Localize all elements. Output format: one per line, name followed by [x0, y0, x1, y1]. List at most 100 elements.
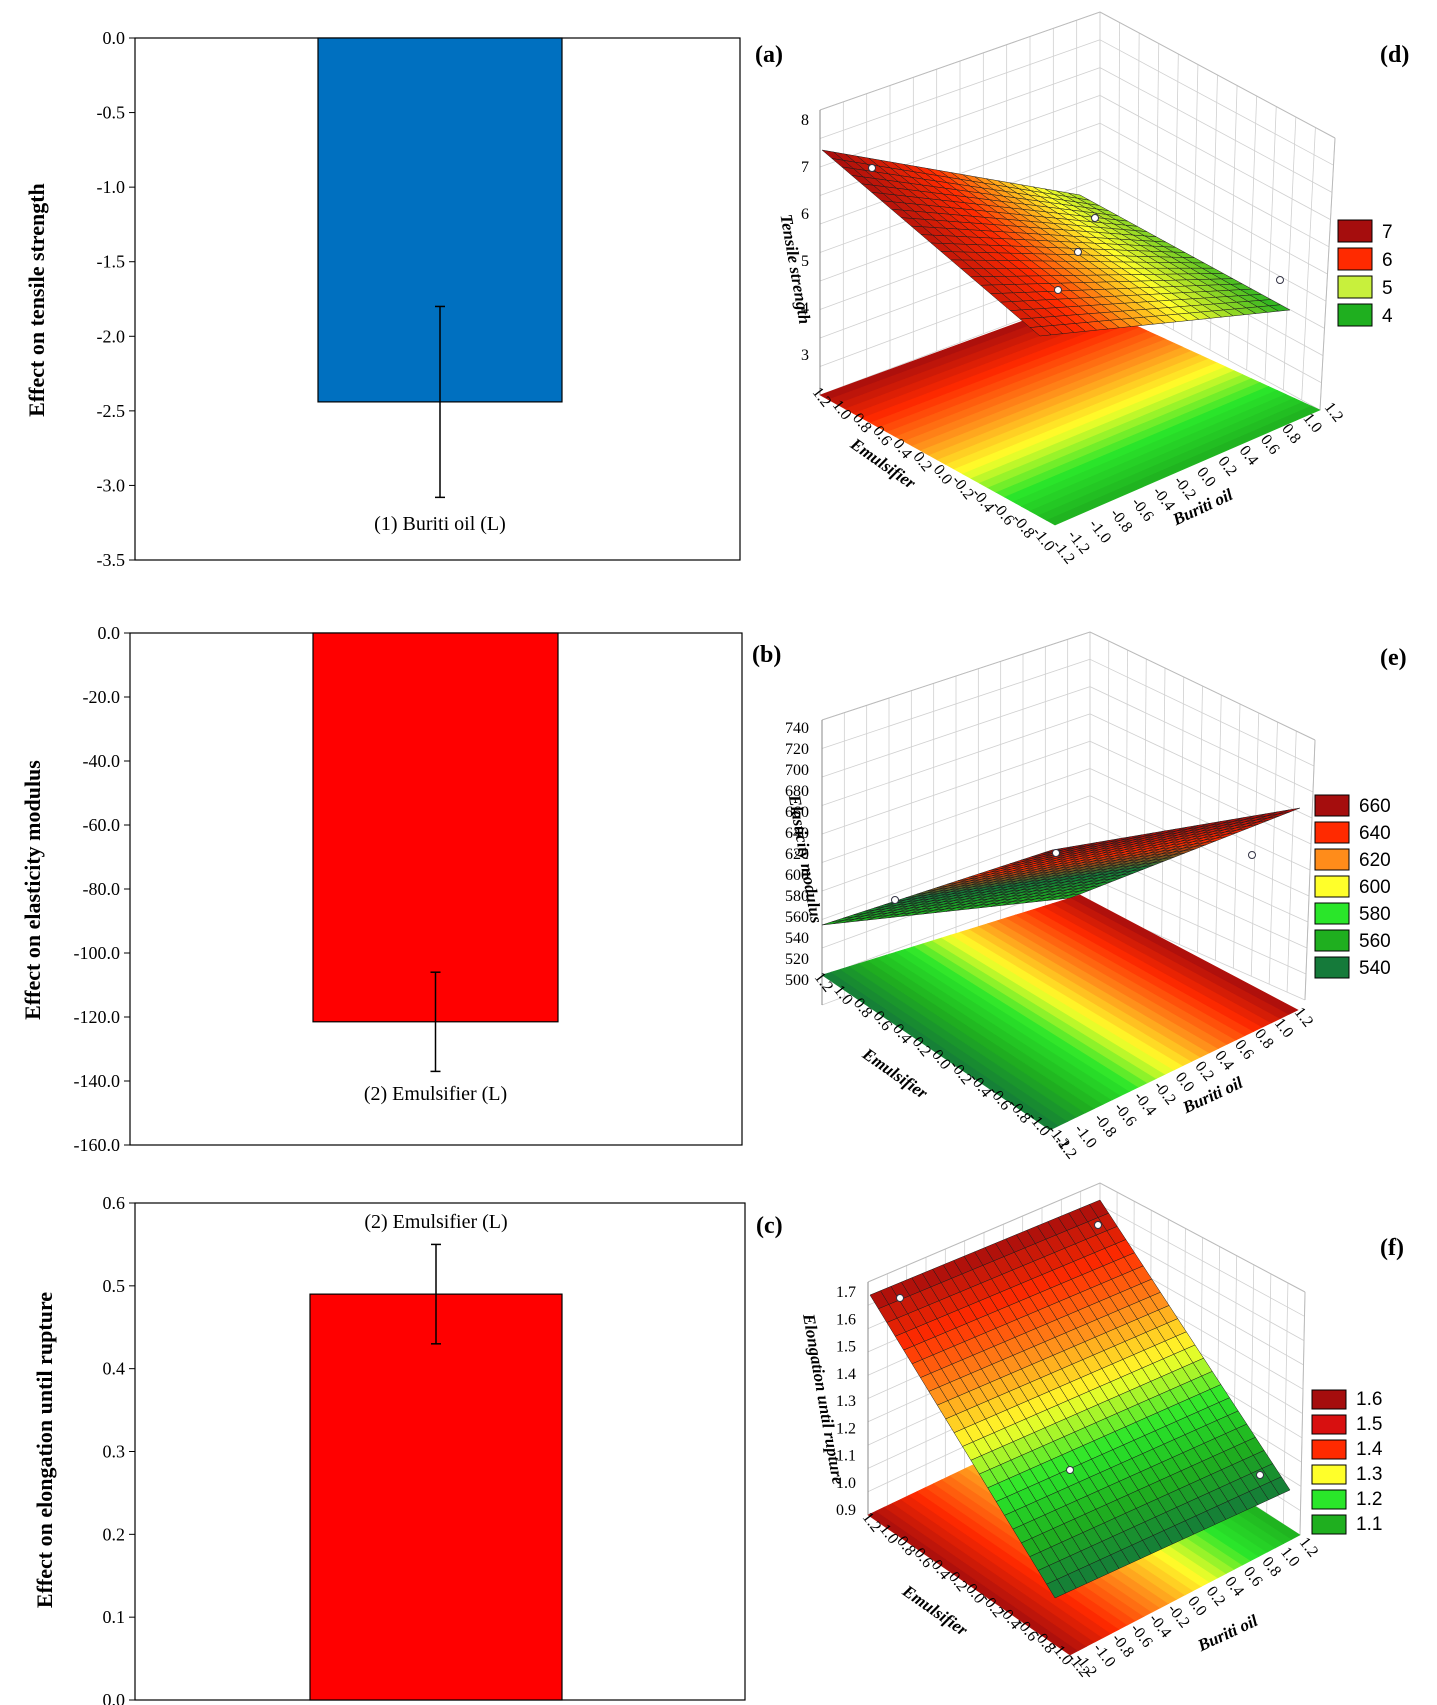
z-tick-label: 1.0 [836, 1475, 856, 1492]
z-tick-label: 1.3 [836, 1393, 856, 1410]
z-tick-label: 600 [785, 867, 809, 884]
z-tick-label: 720 [785, 741, 809, 758]
y-tick-label: -120.0 [74, 1007, 121, 1027]
response-surface [869, 1199, 1291, 1599]
legend-label: 620 [1359, 850, 1391, 871]
panel-label: (b) [752, 642, 781, 668]
y-tick-label: -100.0 [74, 943, 121, 963]
legend-label: 1.1 [1356, 1514, 1382, 1535]
observed-point [1066, 1466, 1074, 1474]
y-tick-label: 0.0 [103, 1690, 126, 1705]
legend-label: 660 [1359, 796, 1391, 817]
panel-label: (a) [755, 42, 783, 68]
legend-label: 540 [1359, 958, 1391, 979]
z-tick-label: 700 [785, 762, 809, 779]
category-label: (1) Buriti oil (L) [374, 513, 506, 535]
z-tick-label: 5 [801, 253, 809, 270]
legend-swatch [1311, 1489, 1347, 1510]
legend-label: 1.5 [1356, 1414, 1382, 1435]
x-tick-label: 0.4 [1211, 1047, 1237, 1073]
surface-plot-1: 740720700680660640620600580560540520500E… [785, 631, 1407, 1162]
z-tick-label: 1.4 [836, 1366, 856, 1383]
bar [312, 632, 559, 1023]
y-tick-label: -2.5 [97, 401, 126, 421]
y-tick-label: 0.1 [103, 1607, 126, 1627]
legend-label: 7 [1382, 222, 1393, 243]
z-tick-label: 6 [801, 206, 809, 223]
legend-label: 6 [1382, 250, 1393, 271]
z-tick-label: 580 [785, 888, 809, 905]
legend-swatch [1311, 1514, 1347, 1535]
legend-swatch [1311, 1414, 1347, 1435]
wall-gridline [1246, 95, 1258, 371]
legend-swatch [1314, 902, 1350, 925]
box-edge [821, 631, 1316, 741]
legend-swatch [1337, 247, 1373, 271]
z-tick-label: 520 [785, 951, 809, 968]
y-axis-label: Effect on tensile strength [24, 183, 49, 417]
legend-label: 1.6 [1356, 1389, 1382, 1410]
legend-swatch [1311, 1389, 1347, 1410]
panel-label: (d) [1380, 42, 1409, 68]
box-edge [1304, 739, 1316, 1001]
wall-gridline [1227, 85, 1238, 361]
z-tick-label: 560 [785, 909, 809, 926]
observed-point [1054, 286, 1062, 294]
legend-swatch [1337, 303, 1373, 327]
bar-chart-2: 0.6 0.5 0.4 0.3 0.2 0.1 0.0 (2) Emulsifier (L) E… [32, 1193, 783, 1705]
z-tick-label: 1.7 [836, 1284, 856, 1301]
legend-label: 5 [1382, 278, 1393, 299]
floor-contour [819, 299, 1321, 526]
surface-cell [1268, 304, 1291, 312]
legend-swatch [1314, 794, 1350, 817]
z-tick-label: 680 [785, 783, 809, 800]
wall-gridline [1286, 730, 1297, 993]
legend-swatch [1314, 848, 1350, 871]
box-edge [819, 11, 1336, 139]
y-tick-label: -3.5 [97, 550, 126, 570]
y-axis-label: Effect on elasticity modulus [20, 760, 45, 1020]
x-tick-label: 0.2 [1214, 453, 1240, 479]
z-tick-label: 1.5 [836, 1339, 856, 1356]
y-tick-label: -1.5 [97, 252, 126, 272]
panel-label: (e) [1380, 645, 1407, 671]
y-tick-label: 0.3 [103, 1442, 126, 1462]
observed-point [891, 896, 899, 904]
y-tick-label: -3.0 [97, 475, 126, 495]
observed-point [1276, 276, 1284, 284]
y-tick-label: 0.0 [103, 28, 126, 48]
y-tick-label: -140.0 [74, 1071, 121, 1091]
y-tick-label: -160.0 [74, 1135, 121, 1155]
observed-point [1052, 849, 1060, 857]
observed-point [1256, 1471, 1264, 1479]
y-tick-label: -60.0 [83, 815, 121, 835]
y-tick-label: 0.4 [103, 1359, 126, 1379]
bar-chart-0: 0.0 -0.5 -1.0 -1.5 -2.0 -2.5 -3.0 -3.5 (1) Burit… [24, 28, 783, 570]
y-tick-label: -0.5 [97, 103, 126, 123]
x-axis-label: Buriti oil [1194, 1611, 1261, 1656]
floor-band [1070, 894, 1299, 1015]
y-tick-label: 0.6 [103, 1193, 126, 1213]
category-label: (2) Emulsifier (L) [364, 1083, 507, 1105]
legend-swatch [1337, 275, 1373, 299]
observed-point [1074, 248, 1082, 256]
legend-label: 4 [1382, 306, 1393, 327]
wall-gridline [1268, 721, 1278, 985]
z-tick-label: 0.9 [836, 1502, 856, 1519]
y-tick-label: -40.0 [83, 751, 121, 771]
legend-label: 1.3 [1356, 1464, 1382, 1485]
y-axis-label: Effect on elongation until rupture [32, 1292, 57, 1608]
box-edge [1319, 137, 1336, 411]
surface-cell [1270, 1476, 1291, 1496]
wall-gridline [1197, 685, 1203, 953]
observed-point [868, 164, 876, 172]
z-tick-label: 540 [785, 930, 809, 947]
legend-swatch [1311, 1464, 1347, 1485]
z-tick-label: 620 [785, 846, 809, 863]
wall-gridline [1282, 116, 1297, 391]
y-tick-label: 0.2 [103, 1524, 126, 1544]
floor-band [1045, 405, 1321, 526]
